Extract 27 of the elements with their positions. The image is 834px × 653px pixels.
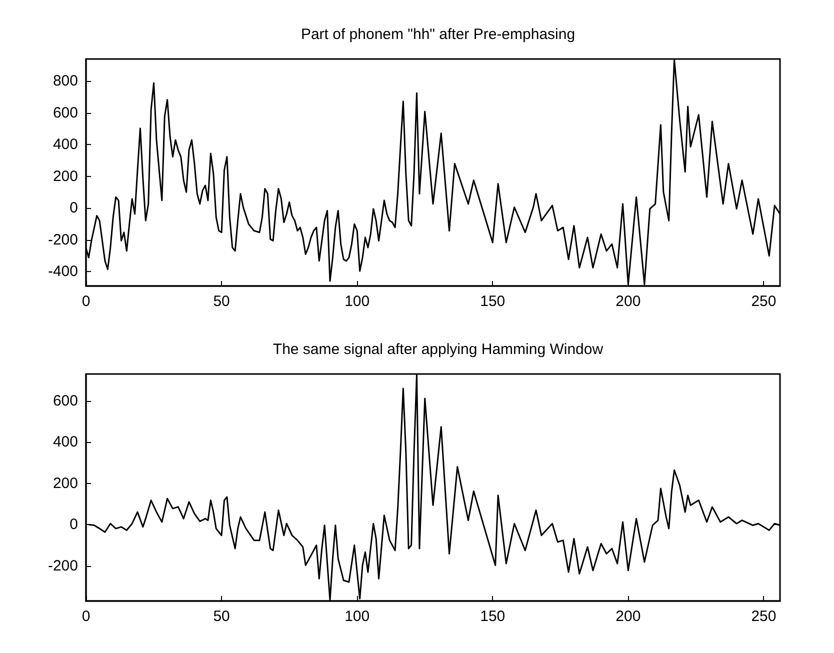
x-tick-label: 100 xyxy=(344,608,370,625)
y-tick-label: 0 xyxy=(70,516,78,534)
x-tick-label: 200 xyxy=(616,608,641,625)
y-tick-label: 200 xyxy=(52,474,78,492)
x-tick-label: 0 xyxy=(82,608,90,625)
x-tick-label: 250 xyxy=(751,293,776,310)
y-tick-label: 400 xyxy=(52,136,78,154)
x-tick-label: 150 xyxy=(480,608,506,625)
chart-title: The same signal after applying Hamming Window xyxy=(272,341,604,358)
y-tick-label: -400 xyxy=(48,263,78,280)
y-tick-label: 800 xyxy=(52,72,78,90)
x-tick-label: 50 xyxy=(213,293,230,310)
y-tick-label: 600 xyxy=(52,104,78,122)
chart-title: Part of phonem "hh" after Pre-emphasing xyxy=(300,26,576,43)
x-tick-label: 250 xyxy=(751,608,776,625)
x-tick-label: 150 xyxy=(480,293,506,310)
y-tick-label: 400 xyxy=(52,434,78,451)
x-tick-label: 50 xyxy=(213,608,230,625)
x-tick-label: 0 xyxy=(82,293,90,310)
y-tick-label: -200 xyxy=(48,557,78,574)
y-tick-label: 200 xyxy=(52,168,78,185)
x-tick-label: 200 xyxy=(616,293,641,310)
y-tick-label: -200 xyxy=(48,231,78,248)
x-tick-label: 100 xyxy=(344,293,370,310)
y-tick-label: 600 xyxy=(52,392,78,410)
line-series xyxy=(85,58,781,286)
y-tick-label: 0 xyxy=(70,200,78,217)
